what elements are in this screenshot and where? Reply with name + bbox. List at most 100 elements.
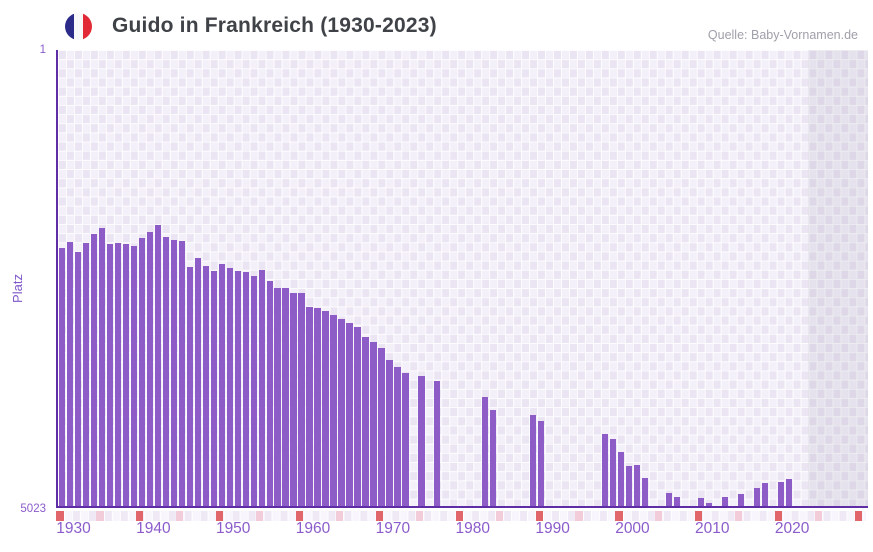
bar-1960[interactable]	[298, 292, 305, 506]
bar-2007[interactable]	[673, 496, 681, 506]
bar-1941[interactable]	[146, 232, 154, 506]
mid-decade-marker-1965	[335, 510, 344, 521]
future-shade	[808, 50, 868, 506]
x-axis-line	[58, 505, 868, 508]
mid-decade-marker-1995	[575, 510, 583, 521]
y-axis-bottom-label: 5023	[20, 503, 46, 515]
x-tick-1980: 1980	[455, 520, 490, 537]
bar-2010[interactable]	[697, 497, 704, 506]
mid-decade-marker-2005	[655, 510, 663, 521]
x-tick-2000: 2000	[615, 520, 650, 537]
bar-1932[interactable]	[74, 251, 82, 506]
bar-1935[interactable]	[98, 228, 106, 506]
bar-1969[interactable]	[370, 342, 377, 506]
mid-decade-marker-1955	[256, 510, 264, 521]
decade-marker-1960	[295, 510, 304, 521]
bar-1962[interactable]	[314, 308, 321, 506]
y-axis-title: Platz	[9, 274, 25, 303]
x-tick-1970: 1970	[375, 520, 411, 537]
decade-marker-2030	[854, 510, 863, 521]
bar-2002[interactable]	[633, 464, 641, 506]
bar-1949[interactable]	[210, 270, 217, 506]
plot-area	[56, 50, 868, 508]
bar-1951[interactable]	[226, 267, 233, 506]
x-tick-2020: 2020	[774, 520, 810, 537]
bar-1950[interactable]	[218, 263, 225, 506]
bar-1967[interactable]	[354, 327, 361, 506]
bar-1946[interactable]	[186, 266, 193, 506]
mid-decade-marker-2025	[814, 510, 823, 521]
bar-2015[interactable]	[737, 494, 744, 506]
bar-2003[interactable]	[641, 477, 649, 506]
x-tick-1930: 1930	[56, 520, 91, 537]
bar-2018[interactable]	[761, 482, 768, 506]
bar-1975[interactable]	[418, 375, 425, 506]
mid-decade-marker-1945	[176, 510, 184, 521]
bar-1999[interactable]	[609, 439, 617, 506]
bar-1961[interactable]	[306, 307, 313, 506]
bar-1998[interactable]	[601, 434, 609, 506]
bar-1952[interactable]	[234, 270, 241, 506]
bar-1947[interactable]	[194, 257, 201, 506]
decade-marker-strip	[56, 510, 866, 521]
bar-1942[interactable]	[154, 224, 162, 506]
bar-2011[interactable]	[705, 502, 712, 506]
bar-1944[interactable]	[170, 239, 177, 506]
decade-marker-1980	[455, 510, 463, 521]
bar-1955[interactable]	[258, 269, 265, 506]
bar-2017[interactable]	[753, 488, 760, 506]
bar-1963[interactable]	[322, 310, 329, 506]
bar-1971[interactable]	[386, 360, 393, 506]
bar-1966[interactable]	[346, 323, 353, 506]
decade-marker-2020	[775, 510, 783, 521]
bar-1933[interactable]	[82, 243, 90, 506]
bar-1930[interactable]	[58, 248, 66, 506]
bar-1948[interactable]	[202, 265, 209, 506]
decade-marker-1990	[535, 510, 543, 521]
x-tick-1940: 1940	[136, 520, 171, 537]
bar-2001[interactable]	[625, 465, 633, 506]
decade-marker-1950	[216, 510, 224, 521]
bar-1953[interactable]	[242, 271, 249, 506]
y-axis-top-label: 1	[39, 44, 46, 56]
bar-1964[interactable]	[330, 314, 337, 506]
bar-1937[interactable]	[114, 242, 122, 506]
bar-2000[interactable]	[617, 451, 625, 506]
bar-1957[interactable]	[274, 288, 281, 506]
bar-2013[interactable]	[721, 496, 728, 506]
decade-marker-1930	[56, 510, 64, 521]
bar-1945[interactable]	[178, 240, 185, 506]
bar-1972[interactable]	[394, 367, 401, 506]
bar-1984[interactable]	[490, 409, 497, 506]
bar-2020[interactable]	[777, 481, 784, 506]
bar-1983[interactable]	[482, 396, 489, 506]
bar-1989[interactable]	[530, 414, 537, 506]
bar-1959[interactable]	[290, 292, 297, 506]
bar-1934[interactable]	[90, 234, 98, 506]
mid-decade-marker-1935	[96, 510, 104, 521]
bar-1973[interactable]	[402, 373, 409, 506]
bar-1965[interactable]	[338, 319, 345, 506]
bar-1940[interactable]	[138, 238, 146, 506]
mid-decade-marker-2015	[735, 510, 743, 521]
x-tick-1960: 1960	[295, 520, 331, 537]
bar-1970[interactable]	[378, 348, 385, 506]
bar-1939[interactable]	[130, 245, 138, 506]
bar-1943[interactable]	[162, 236, 169, 506]
bar-1958[interactable]	[282, 288, 289, 506]
bar-1977[interactable]	[434, 380, 441, 506]
bar-1938[interactable]	[122, 244, 130, 506]
source-label: Quelle: Baby-Vornamen.de	[707, 28, 858, 42]
bar-1990[interactable]	[538, 420, 545, 506]
bar-1968[interactable]	[362, 337, 369, 506]
bar-1954[interactable]	[250, 275, 257, 506]
page-title: Guido in Frankreich (1930-2023)	[112, 14, 437, 37]
bar-2021[interactable]	[785, 479, 792, 506]
bar-1931[interactable]	[66, 241, 74, 506]
bar-1956[interactable]	[266, 280, 273, 506]
bar-1936[interactable]	[106, 244, 114, 506]
decade-marker-1940	[136, 510, 144, 521]
bar-2006[interactable]	[665, 493, 673, 506]
france-flag-icon	[65, 13, 92, 40]
